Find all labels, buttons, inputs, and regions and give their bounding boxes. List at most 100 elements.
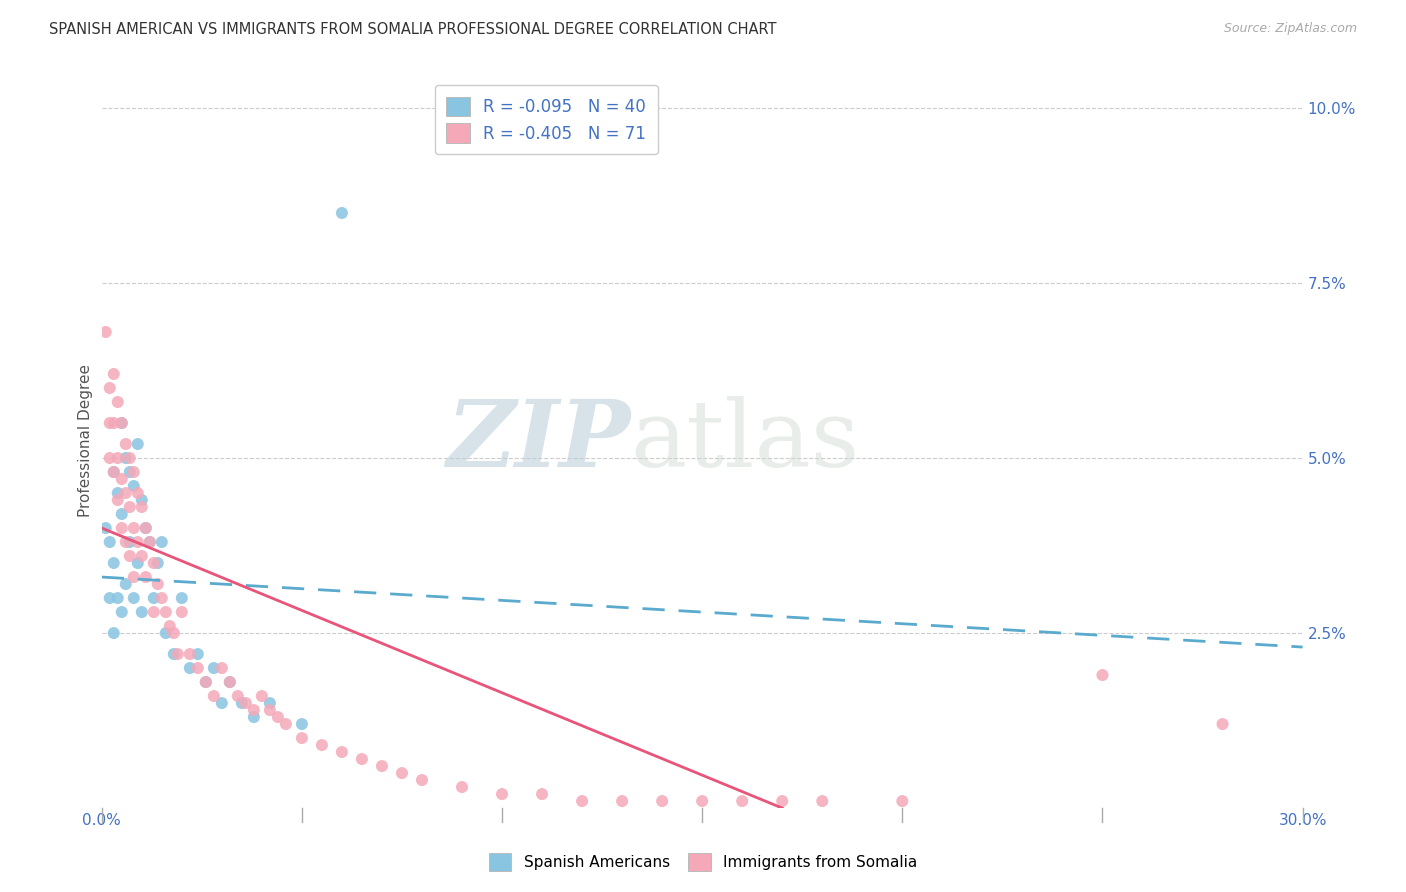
Point [94, 325, 117, 339]
Point [194, 675, 217, 690]
Point [259, 703, 281, 717]
Text: ZIP: ZIP [446, 395, 630, 485]
Point [114, 486, 136, 500]
Point [111, 472, 134, 486]
Point [411, 773, 433, 788]
Point [127, 437, 149, 451]
Point [330, 745, 353, 759]
Point [311, 738, 333, 752]
Point [131, 605, 153, 619]
Point [111, 507, 134, 521]
Point [118, 535, 141, 549]
Point [267, 710, 290, 724]
Point [166, 647, 188, 661]
Point [139, 535, 162, 549]
Point [122, 570, 145, 584]
Point [651, 794, 673, 808]
Point [811, 794, 834, 808]
Point [243, 703, 266, 717]
Point [770, 794, 793, 808]
Point [103, 626, 125, 640]
Point [111, 521, 134, 535]
Point [218, 675, 240, 690]
Point [103, 465, 125, 479]
Point [107, 493, 129, 508]
Point [135, 521, 157, 535]
Point [571, 794, 593, 808]
Point [371, 759, 394, 773]
Point [118, 450, 141, 465]
Point [179, 647, 201, 661]
Text: Source: ZipAtlas.com: Source: ZipAtlas.com [1223, 22, 1357, 36]
Point [118, 465, 141, 479]
Point [103, 416, 125, 430]
Point [155, 626, 177, 640]
Point [163, 626, 186, 640]
Point [1212, 717, 1234, 731]
Point [114, 450, 136, 465]
Point [163, 647, 186, 661]
Y-axis label: Professional Degree: Professional Degree [79, 364, 93, 517]
Point [107, 395, 129, 409]
Point [146, 556, 169, 570]
Point [187, 647, 209, 661]
Point [122, 591, 145, 605]
Point [451, 780, 474, 794]
Point [135, 570, 157, 584]
Point [127, 556, 149, 570]
Point [131, 500, 153, 514]
Point [114, 577, 136, 591]
Point [122, 521, 145, 535]
Point [202, 689, 225, 703]
Point [291, 717, 314, 731]
Point [226, 689, 249, 703]
Point [103, 367, 125, 381]
Point [243, 710, 266, 724]
Point [150, 591, 173, 605]
Point [211, 696, 233, 710]
Point [142, 591, 165, 605]
Point [111, 605, 134, 619]
Point [142, 556, 165, 570]
Point [202, 661, 225, 675]
Point [274, 717, 297, 731]
Point [131, 493, 153, 508]
Point [159, 619, 181, 633]
Point [690, 794, 713, 808]
Point [170, 591, 193, 605]
Point [98, 416, 121, 430]
Point [103, 465, 125, 479]
Point [98, 535, 121, 549]
Point [127, 486, 149, 500]
Point [150, 535, 173, 549]
Point [1091, 668, 1114, 682]
Point [98, 450, 121, 465]
Point [122, 479, 145, 493]
Point [135, 521, 157, 535]
Point [103, 556, 125, 570]
Point [107, 486, 129, 500]
Point [122, 465, 145, 479]
Point [531, 787, 554, 801]
Point [291, 731, 314, 745]
Point [218, 675, 240, 690]
Point [187, 661, 209, 675]
Point [250, 689, 273, 703]
Point [131, 549, 153, 563]
Point [235, 696, 257, 710]
Point [118, 549, 141, 563]
Point [127, 535, 149, 549]
Point [107, 450, 129, 465]
Point [114, 535, 136, 549]
Point [211, 661, 233, 675]
Point [891, 794, 914, 808]
Point [330, 206, 353, 220]
Point [259, 696, 281, 710]
Point [731, 794, 754, 808]
Point [142, 605, 165, 619]
Point [111, 416, 134, 430]
Point [111, 416, 134, 430]
Point [146, 577, 169, 591]
Point [139, 535, 162, 549]
Text: atlas: atlas [630, 395, 859, 485]
